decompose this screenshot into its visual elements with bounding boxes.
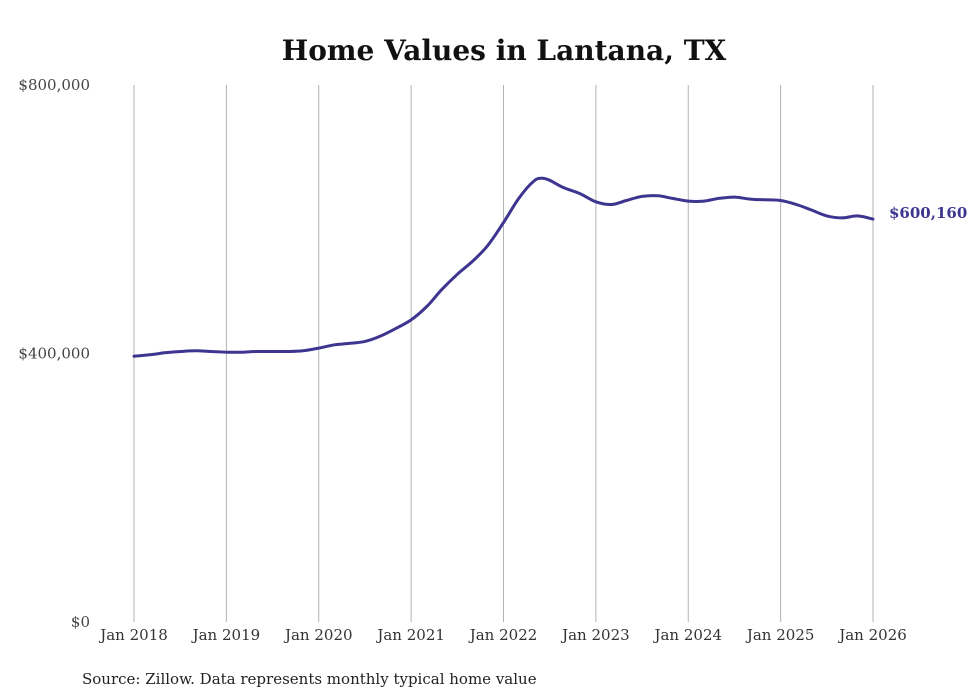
x-tick-label: Jan 2026 <box>837 626 907 644</box>
x-tick-label: Jan 2025 <box>745 626 815 644</box>
end-value-label: $600,160 <box>889 204 967 222</box>
y-tick-label: $400,000 <box>18 345 90 363</box>
y-axis-ticks: $0 $400,000 $800,000 <box>18 76 90 631</box>
x-tick-label: Jan 2020 <box>283 626 353 644</box>
source-note: Source: Zillow. Data represents monthly … <box>82 670 537 688</box>
x-tick-label: Jan 2019 <box>191 626 261 644</box>
chart-title: Home Values in Lantana, TX <box>282 34 727 67</box>
x-tick-label: Jan 2022 <box>468 626 538 644</box>
x-tick-label: Jan 2021 <box>375 626 445 644</box>
x-tick-label: Jan 2023 <box>560 626 630 644</box>
x-tick-label: Jan 2024 <box>652 626 722 644</box>
y-tick-label: $0 <box>71 613 90 631</box>
x-tick-label: Jan 2018 <box>98 626 168 644</box>
vertical-gridlines <box>133 85 874 622</box>
y-tick-label: $800,000 <box>18 76 90 94</box>
home-value-line <box>132 176 875 358</box>
x-axis-ticks: Jan 2018 Jan 2019 Jan 2020 Jan 2021 Jan 2022… <box>98 626 907 644</box>
